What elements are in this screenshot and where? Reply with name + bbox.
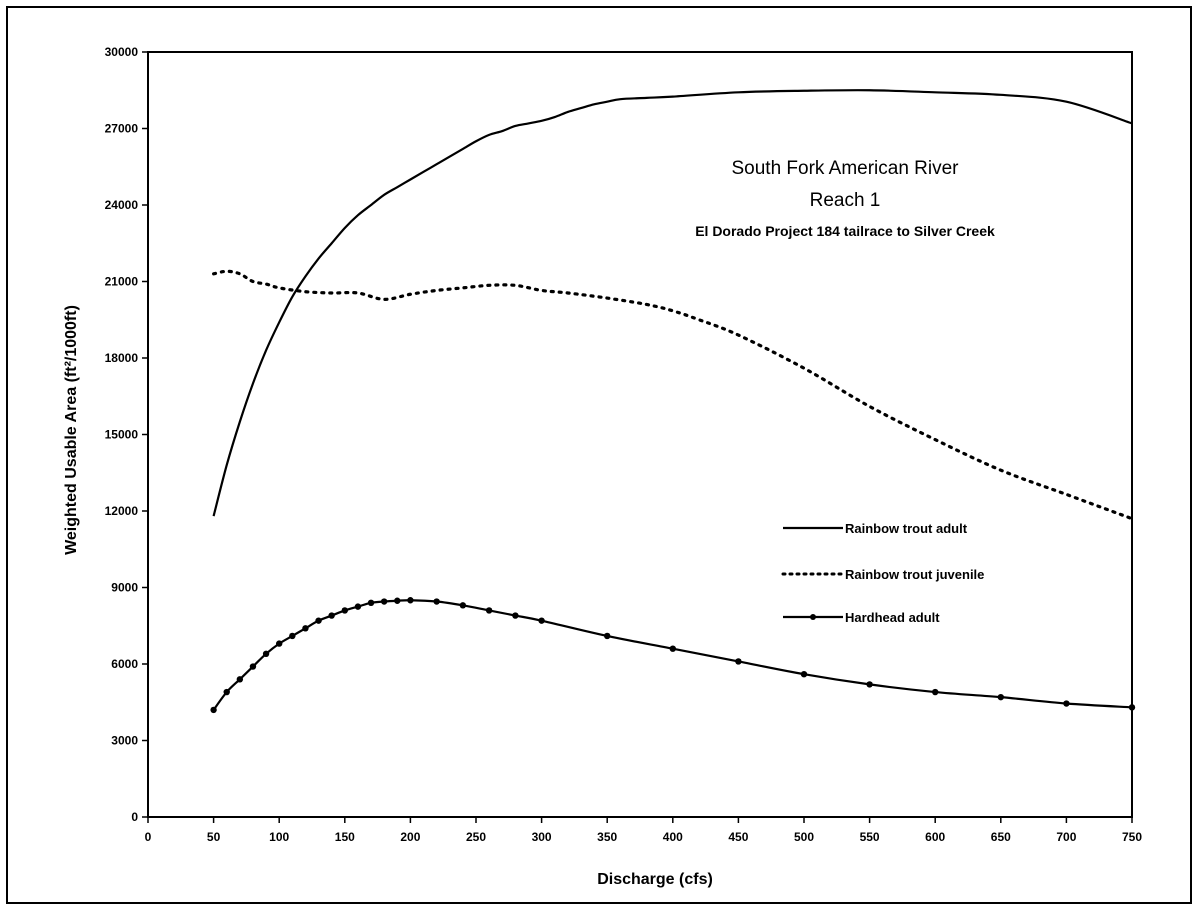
x-tick-label: 150 <box>335 830 355 844</box>
y-tick-label: 18000 <box>105 351 139 365</box>
series-line-rainbow-adult <box>212 89 1133 517</box>
y-axis-title: Weighted Usable Area (ft²/1000ft) <box>63 305 80 555</box>
x-tick-label: 100 <box>269 830 289 844</box>
x-tick-label: 450 <box>728 830 748 844</box>
hardhead-data-point <box>328 612 335 619</box>
legend-label-rainbow-juvenile: Rainbow trout juvenile <box>845 567 984 582</box>
hardhead-data-point <box>341 607 348 614</box>
chart-title: South Fork American River <box>731 158 959 179</box>
hardhead-data-point <box>302 625 309 632</box>
legend-label-hardhead-adult: Hardhead adult <box>845 610 940 625</box>
x-tick-label: 700 <box>1056 830 1076 844</box>
hardhead-data-point <box>669 645 676 652</box>
hardhead-data-point <box>289 632 296 640</box>
hardhead-data-point <box>1128 704 1136 711</box>
legend-marker-hardhead-adult <box>810 614 816 620</box>
hardhead-data-point <box>407 597 414 604</box>
x-tick-label: 500 <box>794 830 814 844</box>
y-tick-label: 0 <box>131 810 138 824</box>
y-tick-label: 3000 <box>111 734 138 748</box>
y-tick-label: 9000 <box>111 581 138 595</box>
x-axis-ticks: 0 50 100 150 200 250 300 350 400 450 500 550 600 650 7… <box>145 817 1142 844</box>
y-tick-label: 27000 <box>105 122 139 136</box>
hardhead-data-point <box>866 681 873 688</box>
hardhead-data-point <box>315 617 322 624</box>
y-tick-label: 12000 <box>105 504 139 518</box>
x-tick-label: 650 <box>991 830 1011 844</box>
series-line-hardhead-adult <box>212 599 1133 711</box>
hardhead-data-point <box>236 676 244 683</box>
hardhead-data-point <box>394 597 401 604</box>
x-tick-label: 350 <box>597 830 617 844</box>
series-line-rainbow-juvenile <box>212 269 1134 521</box>
hardhead-data-point <box>367 599 375 606</box>
hardhead-data-point <box>997 693 1004 701</box>
legend-label-rainbow-adult: Rainbow trout adult <box>845 521 968 536</box>
y-tick-label: 30000 <box>105 45 139 59</box>
hardhead-data-point <box>604 632 611 640</box>
x-tick-label: 300 <box>532 830 552 844</box>
x-tick-label: 250 <box>466 830 486 844</box>
x-tick-label: 200 <box>400 830 420 844</box>
x-tick-label: 400 <box>663 830 683 844</box>
hardhead-data-point <box>538 617 545 624</box>
hardhead-data-point <box>223 688 230 696</box>
hardhead-data-point <box>433 598 440 605</box>
series-layer <box>210 89 1136 714</box>
x-tick-label: 600 <box>925 830 945 844</box>
hardhead-data-point <box>800 671 808 678</box>
hardhead-data-point <box>249 663 257 670</box>
chart-frame <box>6 6 1192 904</box>
chart-subtitle-2: El Dorado Project 184 tailrace to Silver… <box>695 223 995 239</box>
hardhead-data-point <box>262 650 270 657</box>
y-axis-ticks: 0 3000 6000 9000 12000 15000 18000 21000 24000 27… <box>105 45 148 824</box>
x-axis-title: Discharge (cfs) <box>597 871 713 888</box>
y-tick-label: 15000 <box>105 428 139 442</box>
hardhead-data-point <box>735 658 742 665</box>
hardhead-data-point <box>276 640 283 647</box>
legend: Rainbow trout adult Rainbow trout juveni… <box>781 521 984 625</box>
plot-border <box>147 51 1133 818</box>
plot-area <box>147 51 1133 818</box>
hardhead-data-point <box>354 603 362 610</box>
chart-subtitle: Reach 1 <box>810 190 881 211</box>
hardhead-data-point <box>210 706 217 714</box>
hardhead-data-point <box>485 607 493 614</box>
hardhead-data-point <box>932 688 939 696</box>
hardhead-data-point <box>459 602 467 609</box>
hardhead-data-point <box>512 612 519 619</box>
y-tick-label: 6000 <box>111 657 138 671</box>
hardhead-data-point <box>380 598 388 605</box>
x-tick-label: 0 <box>145 830 152 844</box>
x-tick-label: 50 <box>207 830 221 844</box>
y-tick-label: 21000 <box>105 275 139 289</box>
y-tick-label: 24000 <box>105 198 139 212</box>
x-tick-label: 550 <box>860 830 880 844</box>
hardhead-data-point <box>1063 700 1070 707</box>
x-tick-label: 750 <box>1122 830 1142 844</box>
